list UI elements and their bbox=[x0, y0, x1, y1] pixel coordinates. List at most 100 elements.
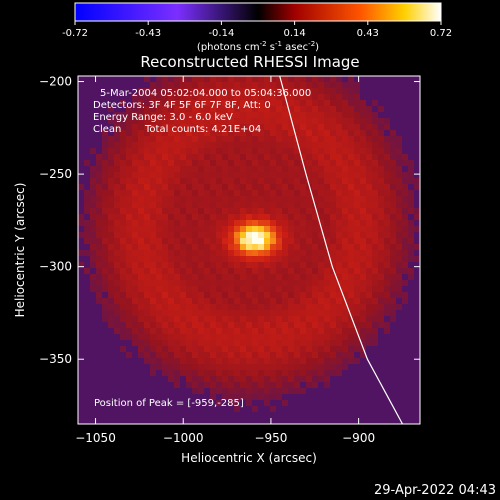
heatmap-cell bbox=[402, 244, 408, 250]
heatmap-cell bbox=[108, 172, 114, 178]
heatmap-cell bbox=[234, 208, 240, 214]
heatmap-cell bbox=[204, 256, 210, 262]
heatmap-cell bbox=[234, 190, 240, 196]
heatmap-cell bbox=[330, 268, 336, 274]
heatmap-cell bbox=[132, 160, 138, 166]
y-tick-label: −300 bbox=[39, 260, 72, 274]
heatmap-cell bbox=[162, 154, 168, 160]
heatmap-cell bbox=[180, 280, 186, 286]
heatmap-cell bbox=[288, 274, 294, 280]
heatmap-cell bbox=[258, 316, 264, 322]
heatmap-cell bbox=[354, 238, 360, 244]
heatmap-cell bbox=[348, 304, 354, 310]
heatmap-cell bbox=[174, 292, 180, 298]
heatmap-cell bbox=[150, 256, 156, 262]
heatmap-cell bbox=[390, 166, 396, 172]
heatmap-cell bbox=[144, 292, 150, 298]
heatmap-cell bbox=[216, 76, 222, 82]
heatmap-cell bbox=[234, 388, 240, 394]
heatmap-cell bbox=[306, 286, 312, 292]
heatmap-cell bbox=[204, 298, 210, 304]
heatmap-cell bbox=[96, 244, 102, 250]
heatmap-cell bbox=[96, 172, 102, 178]
heatmap-cell bbox=[198, 364, 204, 370]
heatmap-cell bbox=[360, 208, 366, 214]
heatmap-cell bbox=[150, 304, 156, 310]
heatmap-cell bbox=[114, 322, 120, 328]
heatmap-cell bbox=[276, 340, 282, 346]
heatmap-cell bbox=[354, 316, 360, 322]
heatmap-cell bbox=[246, 256, 252, 262]
heatmap-cell bbox=[138, 196, 144, 202]
heatmap-cell bbox=[348, 358, 354, 364]
heatmap-cell bbox=[348, 148, 354, 154]
heatmap-cell bbox=[312, 130, 318, 136]
heatmap-cell bbox=[390, 286, 396, 292]
heatmap-cell bbox=[192, 304, 198, 310]
heatmap-cell bbox=[360, 226, 366, 232]
heatmap-cell bbox=[288, 316, 294, 322]
heatmap-cell bbox=[258, 190, 264, 196]
heatmap-cell bbox=[264, 292, 270, 298]
heatmap-cell bbox=[246, 178, 252, 184]
heatmap-cell bbox=[348, 82, 354, 88]
heatmap-cell bbox=[282, 232, 288, 238]
heatmap-cell bbox=[258, 184, 264, 190]
heatmap-cell bbox=[318, 274, 324, 280]
heatmap-cell bbox=[264, 220, 270, 226]
annotation-time-range: 5-Mar-2004 05:02:04.000 to 05:04:36.000 bbox=[100, 88, 311, 99]
heatmap-cell bbox=[264, 274, 270, 280]
heatmap-cell bbox=[348, 112, 354, 118]
heatmap-cell bbox=[108, 118, 114, 124]
heatmap-cell bbox=[264, 352, 270, 358]
heatmap-cell bbox=[108, 184, 114, 190]
heatmap-cell bbox=[132, 100, 138, 106]
heatmap-cell bbox=[318, 244, 324, 250]
annotation-detectors: Detectors: 3F 4F 5F 6F 7F 8F, Att: 0 bbox=[93, 100, 271, 111]
heatmap-cell bbox=[306, 100, 312, 106]
heatmap-cell bbox=[264, 178, 270, 184]
heatmap-cell bbox=[192, 226, 198, 232]
heatmap-cell bbox=[318, 304, 324, 310]
heatmap-cell bbox=[192, 298, 198, 304]
heatmap-cell bbox=[252, 280, 258, 286]
heatmap-cell bbox=[288, 370, 294, 376]
heatmap-cell bbox=[330, 238, 336, 244]
heatmap-cell bbox=[366, 184, 372, 190]
heatmap-cell bbox=[396, 190, 402, 196]
colorbar-tick-label: 0.72 bbox=[430, 28, 452, 39]
heatmap-cell bbox=[324, 214, 330, 220]
heatmap-cell bbox=[234, 160, 240, 166]
heatmap-cell bbox=[240, 76, 246, 82]
heatmap-cell bbox=[270, 268, 276, 274]
heatmap-cell bbox=[360, 136, 366, 142]
heatmap-cell bbox=[246, 76, 252, 82]
heatmap-cell bbox=[330, 298, 336, 304]
heatmap-cell bbox=[270, 274, 276, 280]
heatmap-cell bbox=[360, 106, 366, 112]
heatmap-cell bbox=[132, 292, 138, 298]
heatmap-cell bbox=[204, 208, 210, 214]
heatmap-cell bbox=[282, 136, 288, 142]
heatmap-cell bbox=[306, 244, 312, 250]
heatmap-cell bbox=[366, 250, 372, 256]
heatmap-cell bbox=[276, 232, 282, 238]
heatmap-cell bbox=[264, 214, 270, 220]
heatmap-cell bbox=[144, 280, 150, 286]
heatmap-cell bbox=[312, 238, 318, 244]
heatmap-cell bbox=[258, 130, 264, 136]
heatmap-cell bbox=[126, 322, 132, 328]
heatmap-cell bbox=[390, 196, 396, 202]
heatmap-cell bbox=[132, 208, 138, 214]
heatmap-cell bbox=[366, 118, 372, 124]
heatmap-cell bbox=[276, 118, 282, 124]
heatmap-cell bbox=[90, 148, 96, 154]
heatmap-cell bbox=[210, 382, 216, 388]
heatmap-cell bbox=[126, 142, 132, 148]
heatmap-cell bbox=[216, 106, 222, 112]
heatmap-cell bbox=[330, 316, 336, 322]
heatmap-cell bbox=[132, 148, 138, 154]
heatmap-cell bbox=[330, 124, 336, 130]
heatmap-cell bbox=[408, 250, 414, 256]
heatmap-cell bbox=[132, 232, 138, 238]
